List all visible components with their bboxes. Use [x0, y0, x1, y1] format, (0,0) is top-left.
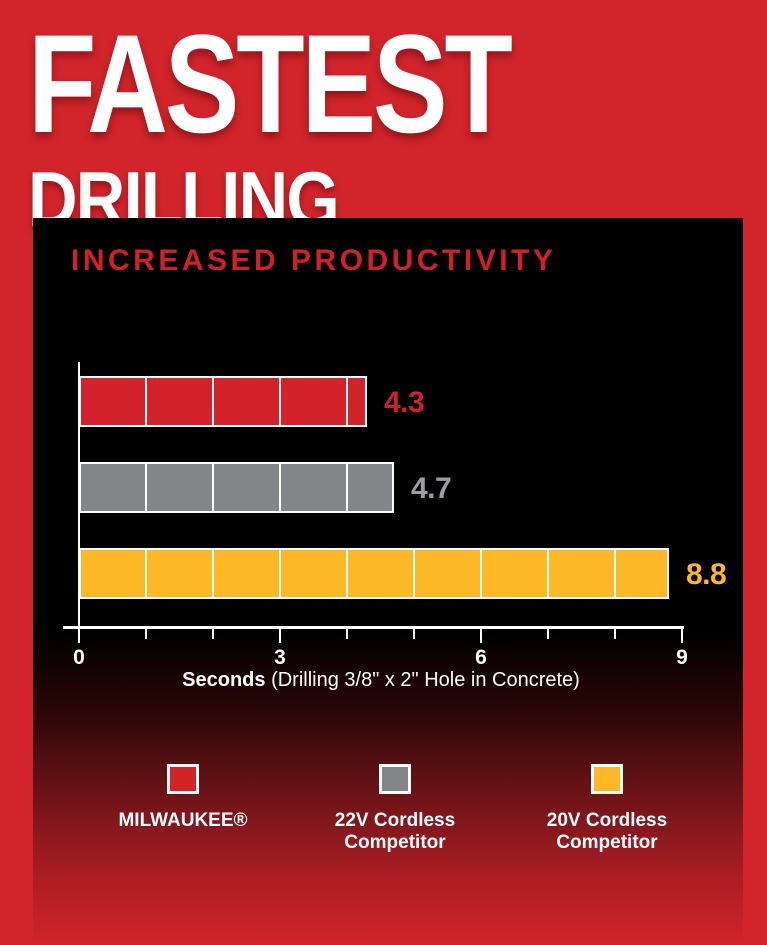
- bar-milwaukee-: [79, 376, 367, 427]
- x-axis-label-bold: Seconds: [182, 669, 266, 691]
- bar-segment-divider: [145, 462, 147, 513]
- bar-segment-divider: [413, 548, 415, 599]
- legend-label: 20V Cordless Competitor: [522, 810, 692, 854]
- bar-segment-divider: [145, 376, 147, 427]
- x-axis-major-tick: [681, 626, 683, 643]
- bar-20v-cordless-competitor: [79, 548, 669, 599]
- legend-swatch-red: [167, 764, 199, 794]
- headline-line1: FASTEST: [28, 5, 513, 162]
- legend-label-line: Competitor: [344, 832, 446, 853]
- x-axis-line: [63, 626, 684, 629]
- x-axis-major-tick: [78, 626, 80, 643]
- x-axis-label-rest: (Drilling 3/8" x 2" Hole in Concrete): [265, 669, 580, 691]
- x-axis-minor-tick: [212, 626, 214, 639]
- x-axis-minor-tick: [547, 626, 549, 639]
- bar-segment-divider: [547, 548, 549, 599]
- bar-segment-divider: [614, 548, 616, 599]
- bar-segment-divider: [279, 462, 281, 513]
- legend-item-milwaukee: MILWAUKEE®: [98, 764, 268, 832]
- x-axis-minor-tick: [145, 626, 147, 639]
- x-axis-tick-label: 0: [73, 646, 85, 669]
- bar-value-label: 4.7: [411, 472, 452, 505]
- bar-value-label: 8.8: [686, 558, 727, 591]
- legend-label: MILWAUKEE®: [98, 810, 268, 832]
- bar-segment-divider: [480, 548, 482, 599]
- chart-panel: INCREASED PRODUCTIVITY Seconds (Drilling…: [33, 218, 743, 945]
- legend-label-line: 20V Cordless: [546, 810, 668, 831]
- x-axis-minor-tick: [346, 626, 348, 639]
- bar-segment-divider: [212, 376, 214, 427]
- legend-label-line: Competitor: [556, 832, 658, 853]
- bar-segment-divider: [212, 548, 214, 599]
- legend-item-22v-competitor: 22V Cordless Competitor: [310, 764, 480, 854]
- x-axis-major-tick: [480, 626, 482, 643]
- legend-swatch-gray: [379, 764, 411, 794]
- bar-segment-divider: [145, 548, 147, 599]
- legend-label-line: MILWAUKEE®: [118, 810, 248, 831]
- legend-label-line: 22V Cordless: [334, 810, 456, 831]
- x-axis-minor-tick: [614, 626, 616, 639]
- bar-22v-cordless-competitor: [79, 462, 394, 513]
- x-axis-major-tick: [279, 626, 281, 643]
- legend-label: 22V Cordless Competitor: [310, 810, 480, 854]
- header: FASTEST DRILLING: [28, 5, 630, 239]
- bar-segment-divider: [346, 548, 348, 599]
- bar-segment-divider: [346, 376, 348, 427]
- bar-segment-divider: [279, 548, 281, 599]
- bar-segment-divider: [346, 462, 348, 513]
- x-axis-label: Seconds (Drilling 3/8" x 2" Hole in Conc…: [79, 669, 683, 692]
- bar-value-label: 4.3: [384, 386, 425, 419]
- chart-title: INCREASED PRODUCTIVITY: [71, 244, 557, 277]
- bar-segment-divider: [279, 376, 281, 427]
- x-axis-tick-label: 6: [475, 646, 487, 669]
- bar-segment-divider: [212, 462, 214, 513]
- bar-chart: Seconds (Drilling 3/8" x 2" Hole in Conc…: [33, 218, 743, 945]
- legend-item-20v-competitor: 20V Cordless Competitor: [522, 764, 692, 854]
- x-axis-minor-tick: [413, 626, 415, 639]
- legend-swatch-yellow: [591, 764, 623, 794]
- x-axis-tick-label: 3: [274, 646, 286, 669]
- x-axis-tick-label: 9: [676, 646, 688, 669]
